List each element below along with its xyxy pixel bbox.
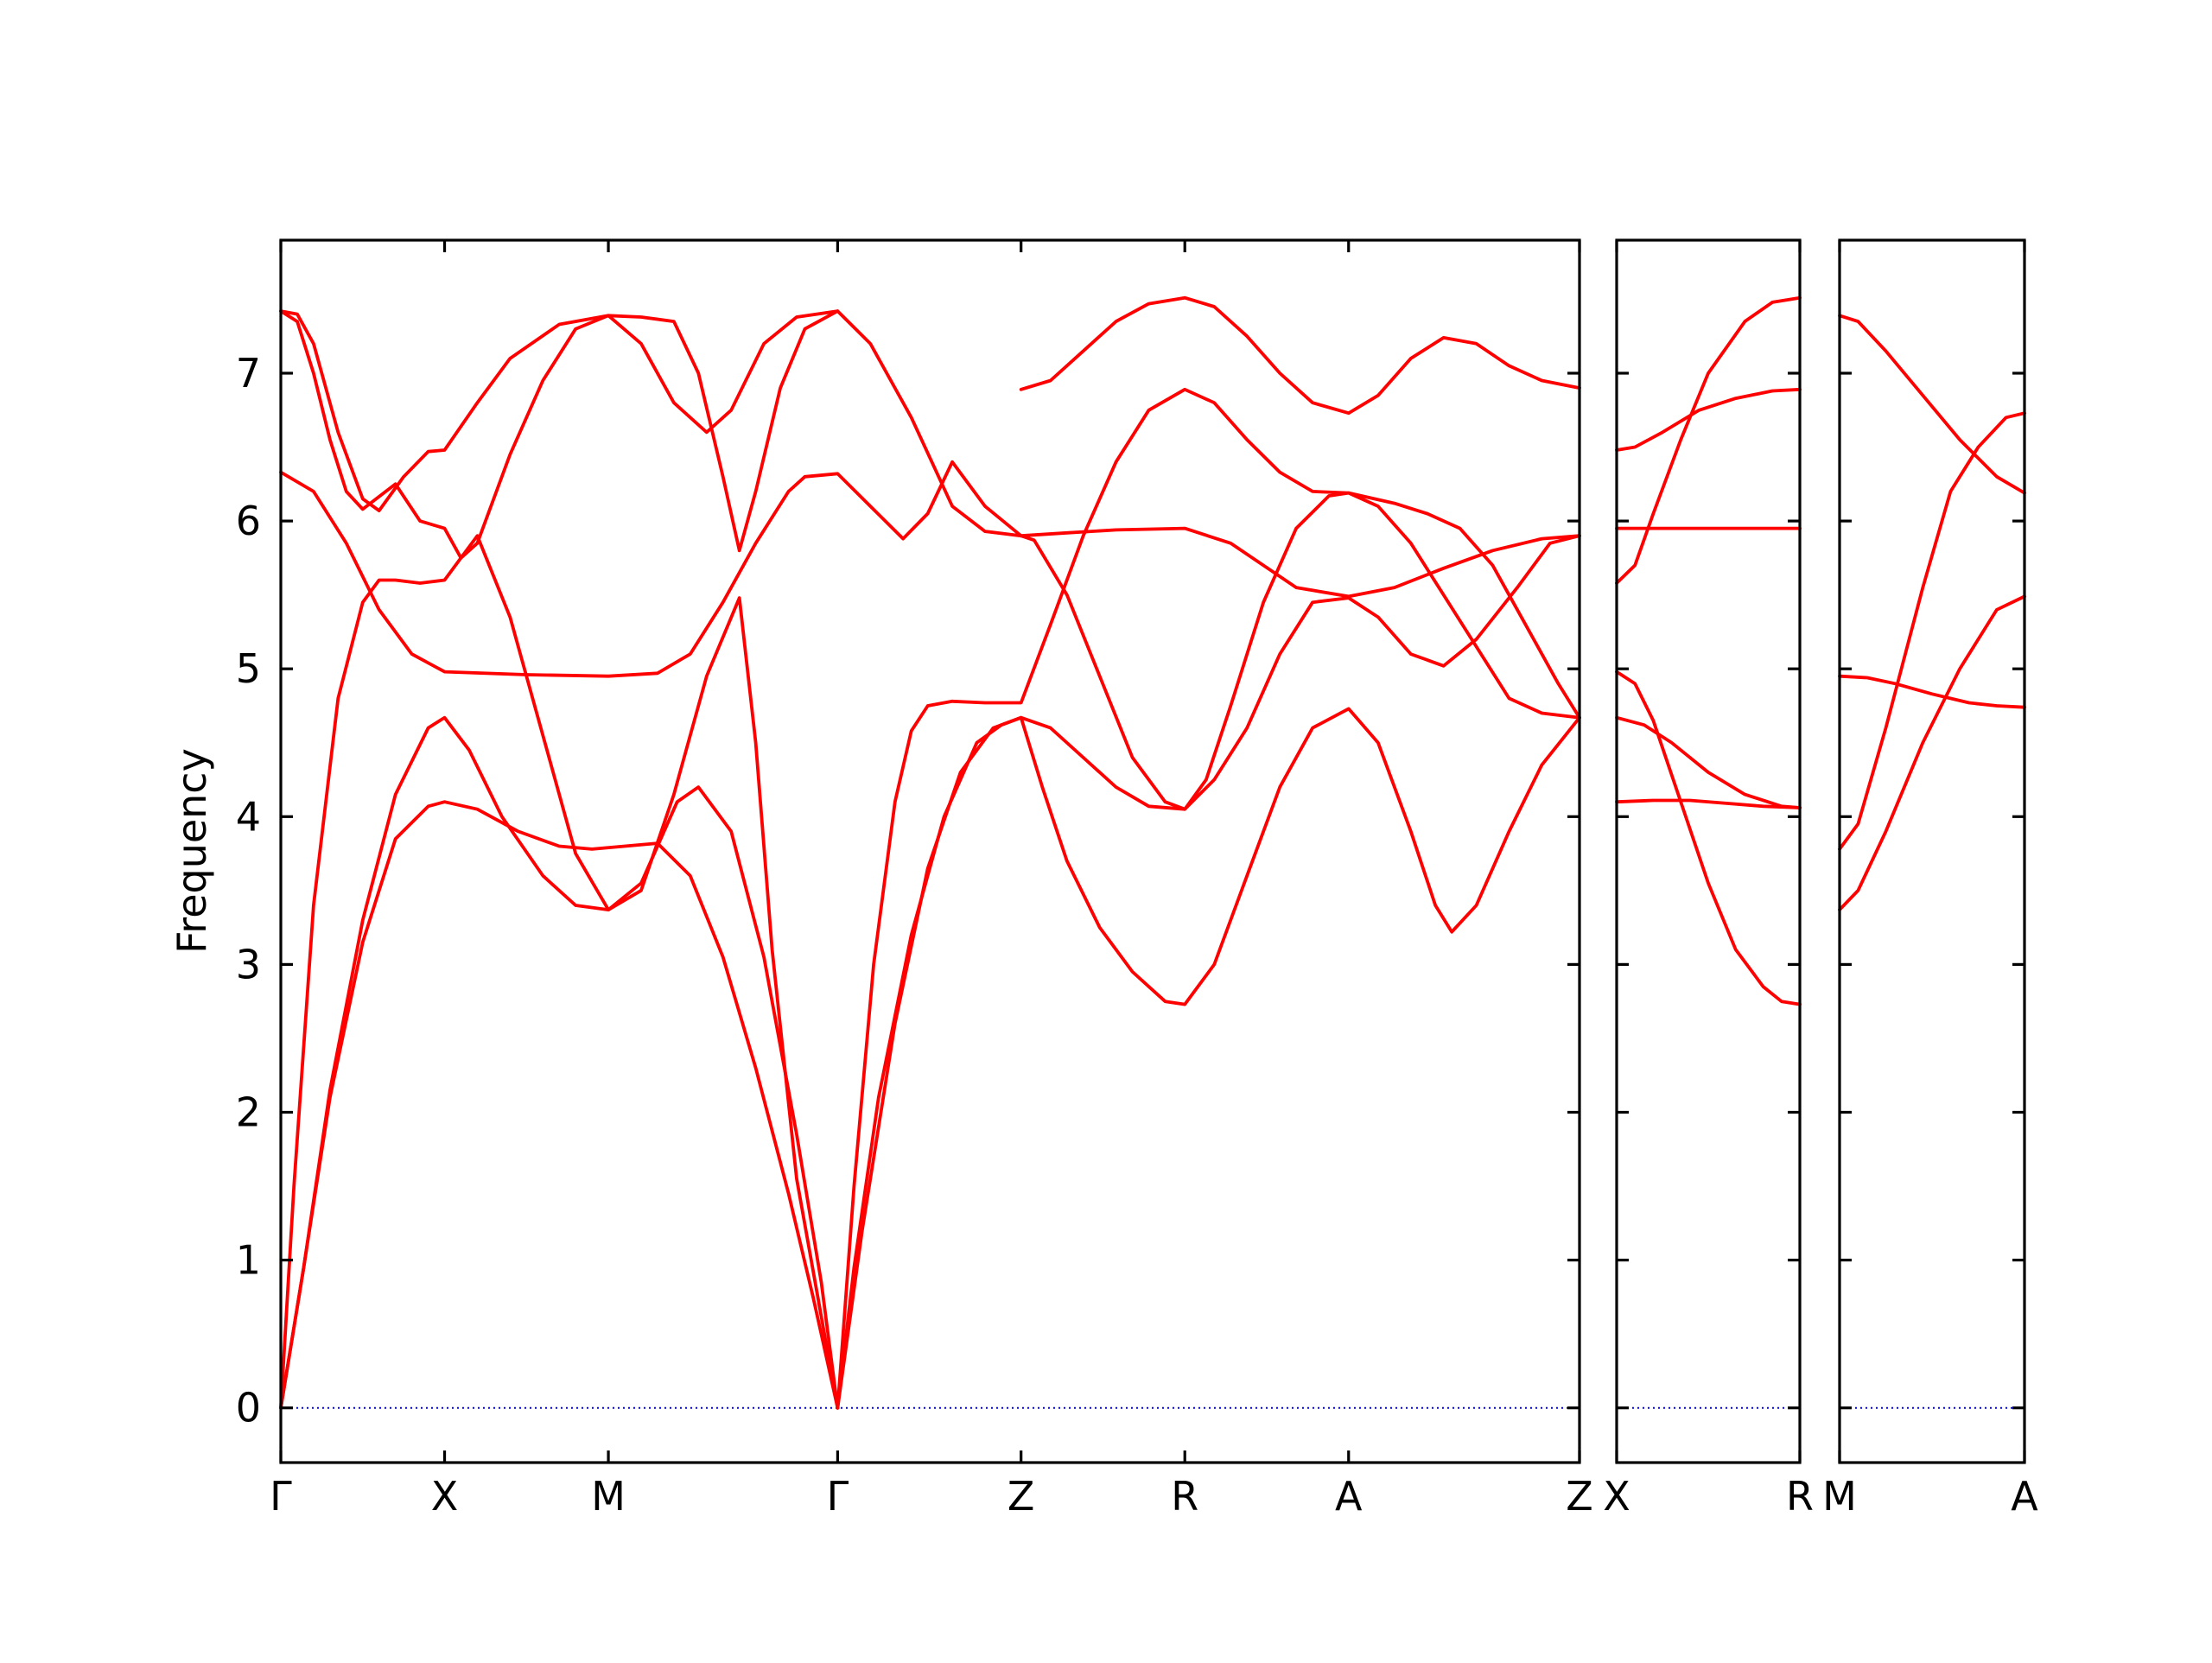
x-tick-label: Z: [1566, 1473, 1593, 1520]
x-tick-label: A: [2011, 1473, 2038, 1520]
phonon-band-1: [1838, 594, 2026, 911]
plot-frame: [1615, 238, 1802, 1464]
phonon-band-4: [1838, 314, 2026, 495]
x-tick-label: R: [1786, 1473, 1814, 1520]
y-tick-label: 2: [236, 1089, 261, 1135]
phonon-band-2: [1838, 411, 2026, 851]
phonon-band-4: [279, 460, 1023, 678]
phonon-band-3: [279, 534, 840, 1410]
phonon-band-1: [279, 800, 840, 1410]
phonon-band-2: [279, 715, 840, 1410]
x-tick-label: X: [1603, 1473, 1630, 1520]
y-tick-label: 6: [236, 498, 261, 544]
x-tick-label: M: [1822, 1473, 1857, 1520]
phonon-band-11: [1019, 295, 1581, 416]
y-axis-title: Frequency: [168, 748, 215, 954]
plot-frame: [1838, 238, 2026, 1464]
y-axis-label-group: Frequency: [168, 748, 215, 954]
y-tick-label: 5: [236, 645, 261, 692]
y-tick-labels: 0 1 2 3 4 5 6 7: [236, 350, 261, 1431]
phonon-band-6: [1615, 387, 1802, 452]
x-tick-label: M: [591, 1473, 626, 1520]
x-tick-label: A: [1335, 1473, 1363, 1520]
phonon-band-3: [1838, 674, 2026, 709]
x-tick-label: Γ: [270, 1473, 292, 1520]
phonon-band-2: [1615, 715, 1802, 809]
phonon-band-8: [836, 387, 1581, 1410]
y-tick-label: 7: [236, 350, 261, 397]
y-tick-label: 4: [236, 793, 261, 840]
phonon-band-9: [836, 707, 1581, 1410]
phonon-band-4: [1615, 295, 1802, 585]
x-tick-label: X: [431, 1473, 459, 1520]
y-tick-label: 1: [236, 1237, 261, 1284]
phonon-band-3: [1615, 670, 1802, 1006]
y-tick-label: 0: [236, 1385, 261, 1431]
x-tick-label: Γ: [827, 1473, 849, 1520]
phonon-band-5: [279, 309, 1023, 538]
phonon-band-1: [1615, 798, 1802, 809]
x-tick-label: R: [1171, 1473, 1198, 1520]
phonon-band-10: [1019, 526, 1581, 599]
y-tick-label: 3: [236, 941, 261, 987]
phonon-band-12: [1019, 491, 1581, 811]
x-tick-label: Z: [1007, 1473, 1035, 1520]
plot-frame: [279, 238, 1581, 1464]
phonon-band-6: [279, 309, 840, 560]
